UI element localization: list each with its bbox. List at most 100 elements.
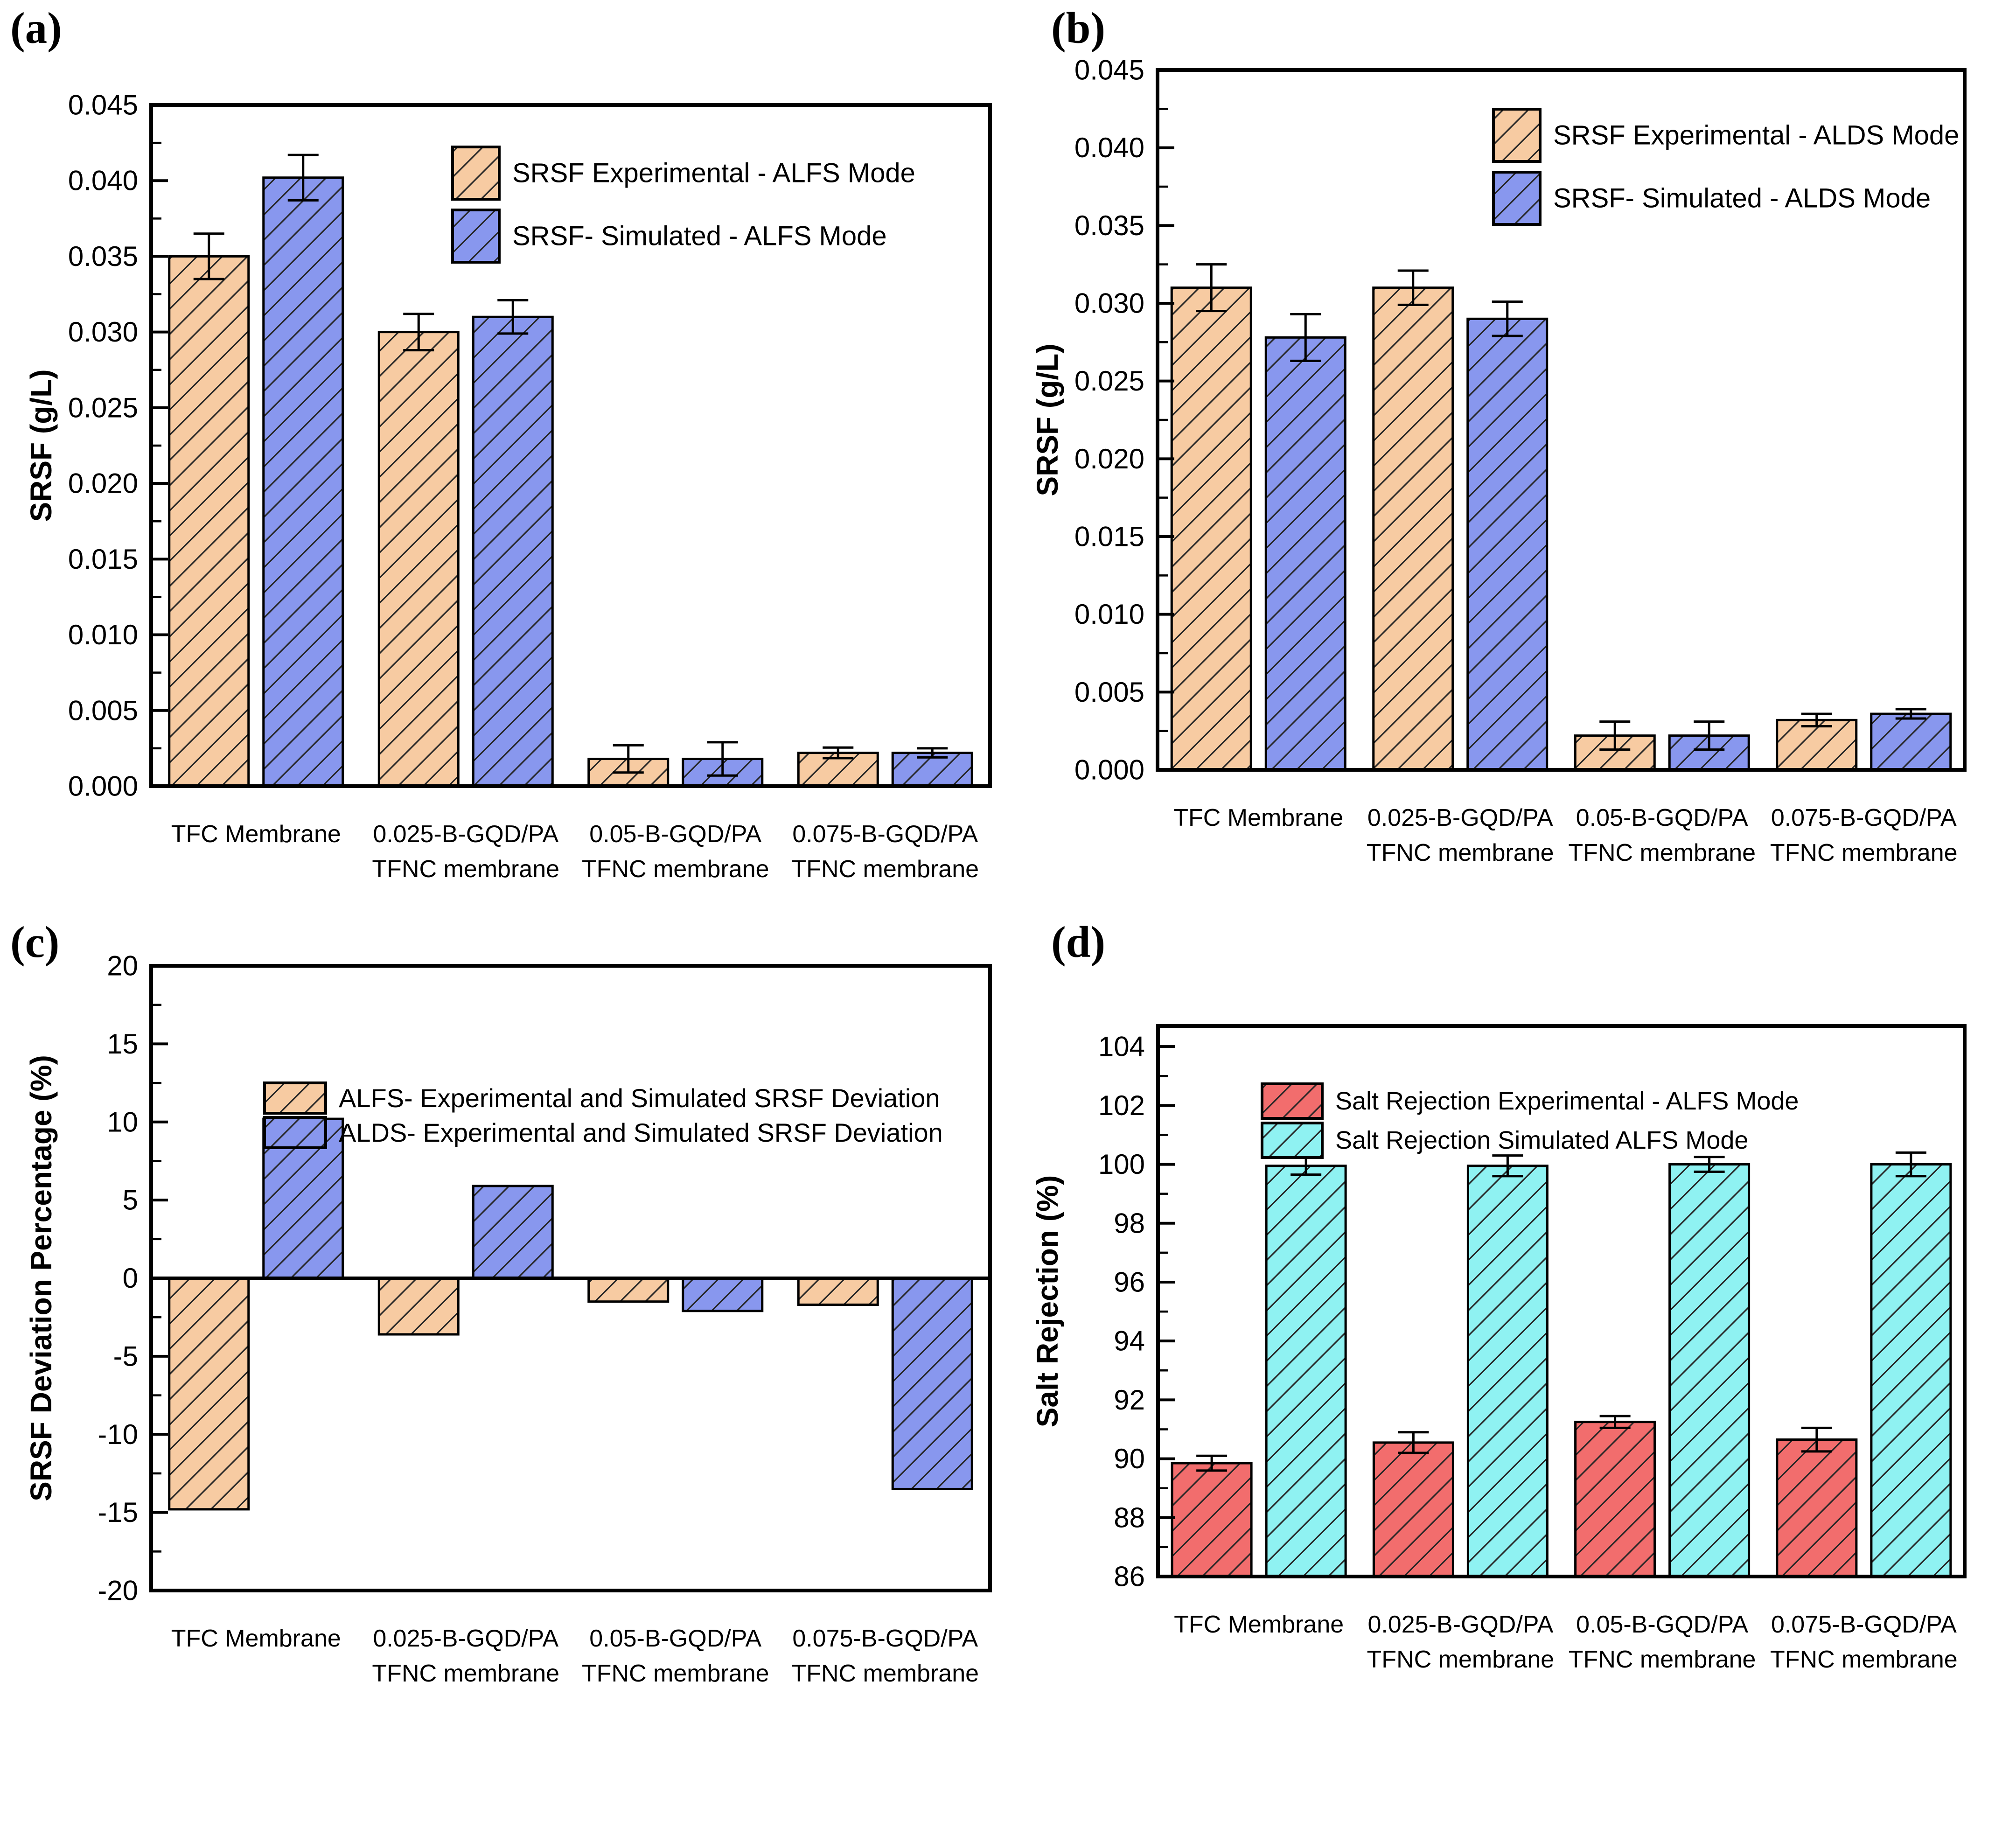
y-tick-label: 15 <box>107 1028 138 1060</box>
bar-a-s0-g1 <box>377 331 460 788</box>
category-label: TFNC membrane <box>1770 839 1958 866</box>
bar-a-s0-g0 <box>168 255 250 788</box>
panel-a-label: (a) <box>10 3 62 53</box>
category-label: 0.075-B-GQD/PA <box>792 821 978 848</box>
legend-label: SRSF Experimental - ALDS Mode <box>1553 120 1959 151</box>
y-tick-label: 86 <box>1114 1561 1145 1592</box>
category-label: 0.025-B-GQD/PA <box>373 1625 558 1652</box>
category-label: TFC Membrane <box>171 821 341 848</box>
bar-d-s1-g0 <box>1265 1165 1347 1578</box>
y-tick-label: 0.005 <box>68 695 138 726</box>
bar-c-s0-g0 <box>168 1277 250 1511</box>
error-bar-s0-g0 <box>1196 1454 1228 1472</box>
bar-d-s0-g3 <box>1776 1438 1858 1578</box>
y-tick-label: 0 <box>123 1263 138 1294</box>
y-tick-label: 0.000 <box>1074 754 1144 786</box>
bar-b-s1-g1 <box>1466 317 1549 771</box>
error-bar-s1-g0 <box>287 153 319 202</box>
error-bar-s1-g3 <box>1895 708 1926 720</box>
category-label: TFNC membrane <box>582 856 769 883</box>
error-bar-s0-g1 <box>1398 1431 1429 1454</box>
y-tick-label: 5 <box>123 1185 138 1216</box>
error-bar-s1-g2 <box>707 741 738 777</box>
error-bar-s0-g2 <box>613 744 644 774</box>
bar-a-s1-g0 <box>262 176 344 788</box>
bar-b-s1-g3 <box>1870 712 1952 771</box>
legend-swatch <box>1492 108 1542 163</box>
y-axis-title: SRSF (g/L) <box>1031 343 1064 496</box>
error-bar-s0-g1 <box>403 313 434 352</box>
y-tick-label: 0.025 <box>68 392 138 423</box>
error-bar-s0-g0 <box>1196 263 1227 313</box>
error-bar-s1-g0 <box>1290 313 1321 362</box>
panel-b-label: (b) <box>1051 3 1106 53</box>
legend-swatch <box>451 146 501 201</box>
bar-b-s0-g3 <box>1776 719 1858 771</box>
y-axis-title: SRSF Deviation Percentage (%) <box>24 1055 58 1501</box>
legend-label: Salt Rejection Simulated ALFS Mode <box>1335 1126 1748 1154</box>
error-bar-s1-g3 <box>1895 1151 1926 1178</box>
panel-c: (c) -20 -15 -10 -5 0 5 10 15 20 SRSF Deviation Pe… <box>0 914 1008 1828</box>
y-tick-label: 0.000 <box>68 771 138 802</box>
error-bar-s0-g2 <box>1599 1415 1631 1429</box>
legend-swatch <box>451 209 501 264</box>
category-label: TFNC membrane <box>791 856 979 883</box>
error-bar-s1-g3 <box>917 747 948 759</box>
panel-a-chart: 0.000 0.005 0.010 0.015 0.020 0.025 0.030 0.035… <box>24 90 992 883</box>
legend-label: SRSF Experimental - ALFS Mode <box>512 158 915 188</box>
bar-a-s1-g3 <box>891 752 973 788</box>
bar-d-s0-g2 <box>1574 1421 1656 1578</box>
error-bar-s1-g1 <box>497 299 529 335</box>
category-label: TFNC membrane <box>791 1660 979 1687</box>
legend-swatch <box>1261 1122 1324 1159</box>
y-tick-label: 10 <box>107 1106 138 1137</box>
y-tick-label: 0.005 <box>1074 677 1144 708</box>
panel-b: (b) 0.000 0.005 0.010 0.015 0.020 0.025 0.030 0… <box>1008 0 2016 914</box>
y-tick-label: 104 <box>1098 1031 1145 1062</box>
legend-swatch <box>1261 1082 1324 1120</box>
bar-c-s1-g3 <box>891 1277 973 1490</box>
y-tick-label: 0.040 <box>68 165 138 196</box>
legend-swatch <box>263 1081 327 1115</box>
category-label: 0.05-B-GQD/PA <box>589 1625 761 1652</box>
y-tick-label: 102 <box>1098 1090 1145 1121</box>
category-label: TFNC membrane <box>372 856 559 883</box>
category-label: 0.05-B-GQD/PA <box>1576 1611 1748 1638</box>
panel-d: (d) 86 88 90 92 94 96 98 100 102 104 Salt Rejectio… <box>1008 914 2016 1828</box>
y-tick-label: 98 <box>1114 1207 1145 1239</box>
y-tick-label: 94 <box>1114 1326 1145 1357</box>
legend-swatch <box>1492 171 1542 226</box>
y-tick-label: 0.030 <box>68 316 138 348</box>
y-tick-label: 0.015 <box>68 544 138 575</box>
y-tick-label: 0.030 <box>1074 288 1144 319</box>
bar-d-s0-g1 <box>1372 1441 1454 1578</box>
y-tick-label: -5 <box>113 1340 138 1372</box>
y-tick-label: 0.020 <box>1074 443 1144 474</box>
y-axis-title: Salt Rejection (%) <box>1031 1175 1064 1428</box>
legend-label: SRSF- Simulated - ALDS Mode <box>1553 183 1931 214</box>
y-tick-label: 90 <box>1114 1443 1145 1474</box>
bar-d-s1-g3 <box>1870 1163 1952 1578</box>
y-tick-label: 0.045 <box>68 90 138 121</box>
y-tick-label: 0.035 <box>1074 210 1144 241</box>
panel-d-chart: 86 88 90 92 94 96 98 100 102 104 Salt Rejection (%… <box>1031 1024 1967 1673</box>
category-label: TFNC membrane <box>1568 839 1756 866</box>
legend-swatch <box>263 1116 327 1149</box>
panel-b-chart: 0.000 0.005 0.010 0.015 0.020 0.025 0.030 0.035… <box>1031 55 1967 866</box>
panel-a: (a) 0.000 0.005 0.010 0.015 0.020 0.025 0.030 0… <box>0 0 1008 914</box>
error-bar-s0-g3 <box>1801 1426 1832 1453</box>
category-label: 0.075-B-GQD/PA <box>1771 804 1957 831</box>
category-label: TFC Membrane <box>171 1625 341 1652</box>
bar-d-s0-g0 <box>1171 1462 1253 1578</box>
y-tick-label: 0.010 <box>68 619 138 650</box>
error-bar-s0-g3 <box>1801 712 1832 728</box>
category-label: TFNC membrane <box>1367 1646 1555 1673</box>
y-tick-label: 0.020 <box>68 468 138 499</box>
y-tick-label: -10 <box>98 1419 138 1450</box>
bar-c-s1-g2 <box>682 1277 764 1312</box>
bar-b-s0-g0 <box>1170 286 1252 771</box>
legend-label: Salt Rejection Experimental - ALFS Mode <box>1335 1087 1799 1115</box>
y-tick-label: -20 <box>98 1575 138 1606</box>
y-tick-label: 0.035 <box>68 241 138 272</box>
